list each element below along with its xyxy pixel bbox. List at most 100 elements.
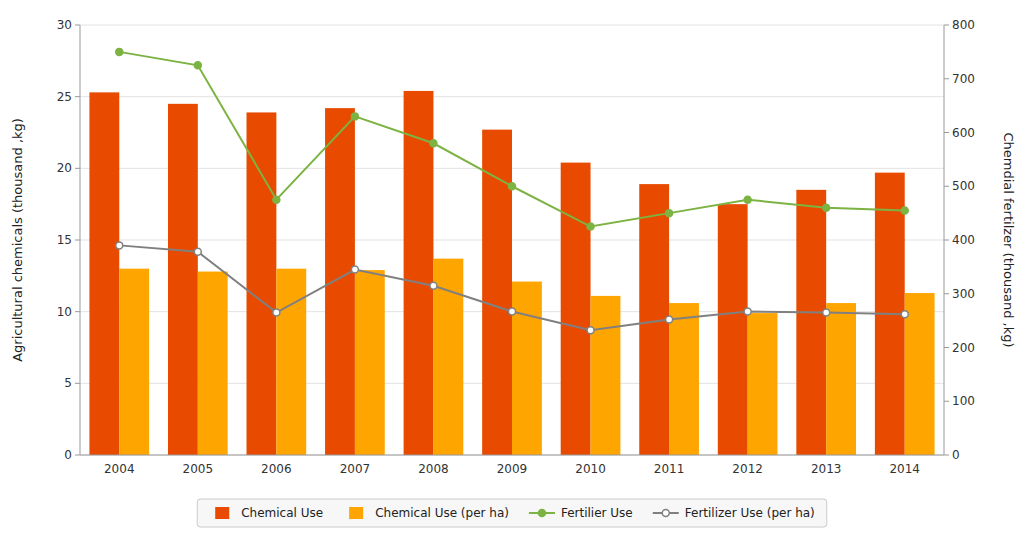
y-tick <box>75 168 80 169</box>
marker <box>901 311 908 318</box>
y-tick-label: 5 <box>64 376 72 390</box>
y2-tick-label: 800 <box>952 18 975 32</box>
x-tick-label: 2013 <box>811 462 842 476</box>
y-tick <box>75 311 80 312</box>
bar <box>512 282 542 455</box>
x-tick-label: 2011 <box>654 462 685 476</box>
axes: 0510152025300100200300400500600700800200… <box>10 18 1016 476</box>
legend-label: Chemical Use <box>241 506 323 520</box>
marker <box>666 316 673 323</box>
y-tick <box>75 25 80 26</box>
x-tick-label: 2005 <box>183 462 214 476</box>
marker <box>194 62 201 69</box>
grid-line <box>80 455 944 456</box>
legend-swatch <box>349 507 363 519</box>
legend-label: Fertilizer Use (per ha) <box>685 506 815 520</box>
marker <box>823 309 830 316</box>
bar <box>119 269 149 455</box>
y-tick-label: 30 <box>57 18 72 32</box>
marker <box>116 242 123 249</box>
legend-item: Chemical Use <box>215 506 323 520</box>
bar <box>276 269 306 455</box>
bar <box>669 303 699 455</box>
marker <box>744 308 751 315</box>
bar <box>826 303 856 455</box>
legend-marker <box>662 510 669 517</box>
y-tick <box>75 96 80 97</box>
marker <box>194 248 201 255</box>
y-axis-label: Agricultural chemicals (thousand ,kg) <box>10 118 25 362</box>
x-tick-label: 2012 <box>732 462 763 476</box>
marker <box>901 207 908 214</box>
y2-tick-label: 500 <box>952 179 975 193</box>
marker <box>116 48 123 55</box>
y2-tick <box>944 25 949 26</box>
y2-tick-label: 100 <box>952 394 975 408</box>
y2-tick <box>944 240 949 241</box>
x-tick-label: 2007 <box>340 462 371 476</box>
y2-tick-label: 400 <box>952 233 975 247</box>
marker <box>351 266 358 273</box>
y2-tick <box>944 78 949 79</box>
marker <box>666 210 673 217</box>
bar-series <box>119 259 934 455</box>
bar <box>247 112 277 455</box>
y-tick <box>75 455 80 456</box>
marker <box>509 183 516 190</box>
y-tick-label: 25 <box>57 90 72 104</box>
y-tick <box>75 383 80 384</box>
y2-tick <box>944 132 949 133</box>
line <box>119 52 904 227</box>
grid-line <box>80 25 944 26</box>
marker <box>823 204 830 211</box>
y-tick-label: 0 <box>64 448 72 462</box>
x-axis-line <box>80 455 944 456</box>
x-tick-label: 2008 <box>418 462 449 476</box>
bar <box>198 272 228 455</box>
bar <box>168 104 198 455</box>
x-tick-label: 2004 <box>104 462 135 476</box>
bar <box>905 293 935 455</box>
y2-tick-label: 600 <box>952 126 975 140</box>
plot-marks <box>89 48 934 455</box>
marker <box>351 113 358 120</box>
y-tick-label: 20 <box>57 161 72 175</box>
y2-tick <box>944 293 949 294</box>
y2-tick-label: 0 <box>952 448 960 462</box>
bar <box>325 108 355 455</box>
bar <box>89 92 119 455</box>
grid <box>80 25 944 455</box>
y2-tick <box>944 186 949 187</box>
x-tick-label: 2009 <box>497 462 528 476</box>
legend-swatch <box>215 507 229 519</box>
bar <box>796 190 826 455</box>
y-tick <box>75 240 80 241</box>
bar <box>718 204 748 455</box>
legend-label: Chemical Use (per ha) <box>375 506 509 520</box>
bar <box>404 91 434 455</box>
marker <box>430 140 437 147</box>
legend-marker <box>538 510 545 517</box>
marker <box>587 327 594 334</box>
legend-item: Fertilizer Use (per ha) <box>653 506 815 520</box>
y2-tick-label: 700 <box>952 72 975 86</box>
y2-tick-label: 200 <box>952 341 975 355</box>
y2-tick <box>944 401 949 402</box>
line-series <box>116 48 908 230</box>
x-tick-label: 2014 <box>889 462 920 476</box>
bar <box>748 313 778 455</box>
marker <box>430 282 437 289</box>
legend: Chemical Use Chemical Use (per ha) Fertili… <box>197 499 827 527</box>
y2-tick <box>944 347 949 348</box>
y2-tick <box>944 455 949 456</box>
bar <box>561 163 591 455</box>
bar <box>355 270 385 455</box>
bar-series <box>89 91 904 455</box>
x-tick-label: 2010 <box>575 462 606 476</box>
marker <box>509 308 516 315</box>
legend-frame <box>197 499 827 527</box>
marker <box>587 223 594 230</box>
legend-label: Fertilier Use <box>561 506 633 520</box>
y2-axis-label: Chemdial fertilzer (thousand ,kg) <box>1001 132 1016 347</box>
y2-tick-label: 300 <box>952 287 975 301</box>
